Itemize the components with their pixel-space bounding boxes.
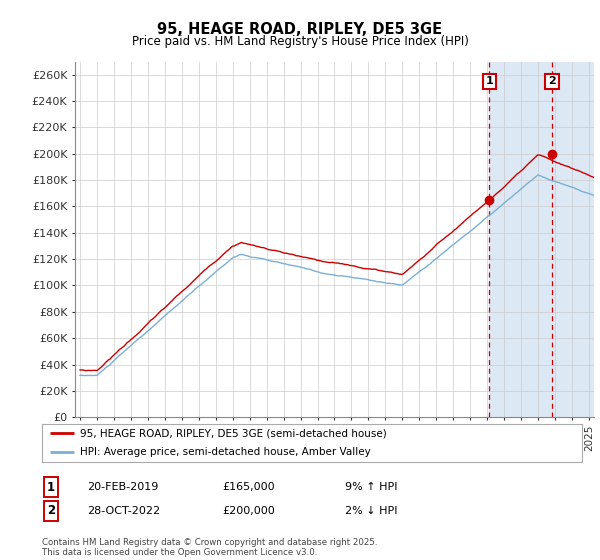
Text: £165,000: £165,000 bbox=[222, 482, 275, 492]
Text: 1: 1 bbox=[485, 76, 493, 86]
Text: 95, HEAGE ROAD, RIPLEY, DE5 3GE: 95, HEAGE ROAD, RIPLEY, DE5 3GE bbox=[157, 22, 443, 38]
Text: 2: 2 bbox=[47, 504, 55, 517]
Text: 28-OCT-2022: 28-OCT-2022 bbox=[87, 506, 160, 516]
Text: 20-FEB-2019: 20-FEB-2019 bbox=[87, 482, 158, 492]
Text: 2% ↓ HPI: 2% ↓ HPI bbox=[345, 506, 398, 516]
Text: 9% ↑ HPI: 9% ↑ HPI bbox=[345, 482, 398, 492]
Text: 95, HEAGE ROAD, RIPLEY, DE5 3GE (semi-detached house): 95, HEAGE ROAD, RIPLEY, DE5 3GE (semi-de… bbox=[80, 428, 386, 438]
Bar bbox=[490, 62, 594, 417]
Text: £200,000: £200,000 bbox=[222, 506, 275, 516]
Text: 2: 2 bbox=[548, 76, 556, 86]
Text: Contains HM Land Registry data © Crown copyright and database right 2025.
This d: Contains HM Land Registry data © Crown c… bbox=[42, 538, 377, 557]
Text: Price paid vs. HM Land Registry's House Price Index (HPI): Price paid vs. HM Land Registry's House … bbox=[131, 35, 469, 48]
Text: 1: 1 bbox=[47, 480, 55, 494]
Text: HPI: Average price, semi-detached house, Amber Valley: HPI: Average price, semi-detached house,… bbox=[80, 447, 371, 458]
